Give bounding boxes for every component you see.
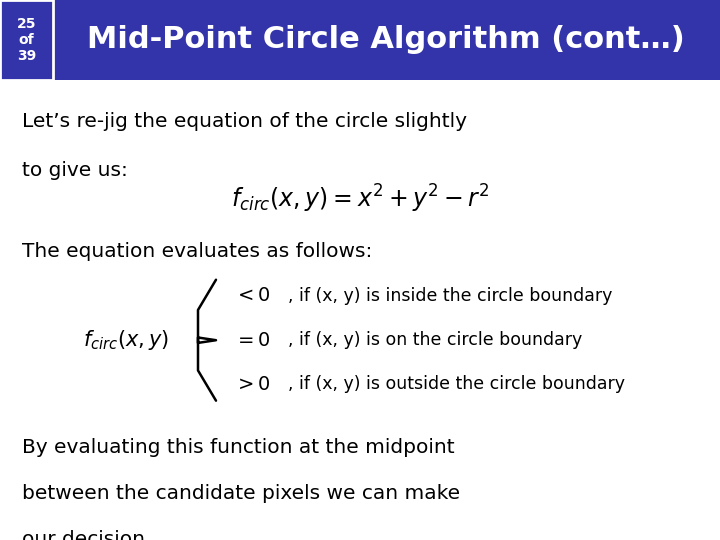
Text: , if (x, y) is inside the circle boundary: , if (x, y) is inside the circle boundar…: [288, 287, 613, 305]
Text: , if (x, y) is on the circle boundary: , if (x, y) is on the circle boundary: [288, 331, 582, 349]
Text: $= 0$: $= 0$: [234, 330, 271, 350]
Bar: [0, 80, 720, 540]
Text: , if (x, y) is outside the circle boundary: , if (x, y) is outside the circle bounda…: [288, 375, 625, 394]
Bar: [0, 0, 720, 80]
Bar: [0, 0, 53, 80]
Text: Let’s re-jig the equation of the circle slightly: Let’s re-jig the equation of the circle …: [22, 112, 467, 131]
Text: $< 0$: $< 0$: [234, 286, 271, 306]
Text: $> 0$: $> 0$: [234, 375, 271, 394]
Text: Mid-Point Circle Algorithm (cont…): Mid-Point Circle Algorithm (cont…): [87, 25, 685, 55]
Text: $f_{circ}(x, y)$: $f_{circ}(x, y)$: [83, 328, 169, 352]
Text: to give us:: to give us:: [22, 161, 127, 180]
Text: 25
of
39: 25 of 39: [17, 17, 36, 63]
Text: $f_{circ}(x, y) = x^2 + y^2 - r^2$: $f_{circ}(x, y) = x^2 + y^2 - r^2$: [230, 183, 490, 215]
Text: By evaluating this function at the midpoint: By evaluating this function at the midpo…: [22, 438, 454, 457]
Text: The equation evaluates as follows:: The equation evaluates as follows:: [22, 242, 372, 261]
Text: between the candidate pixels we can make: between the candidate pixels we can make: [22, 484, 460, 503]
Text: our decision: our decision: [22, 530, 145, 540]
